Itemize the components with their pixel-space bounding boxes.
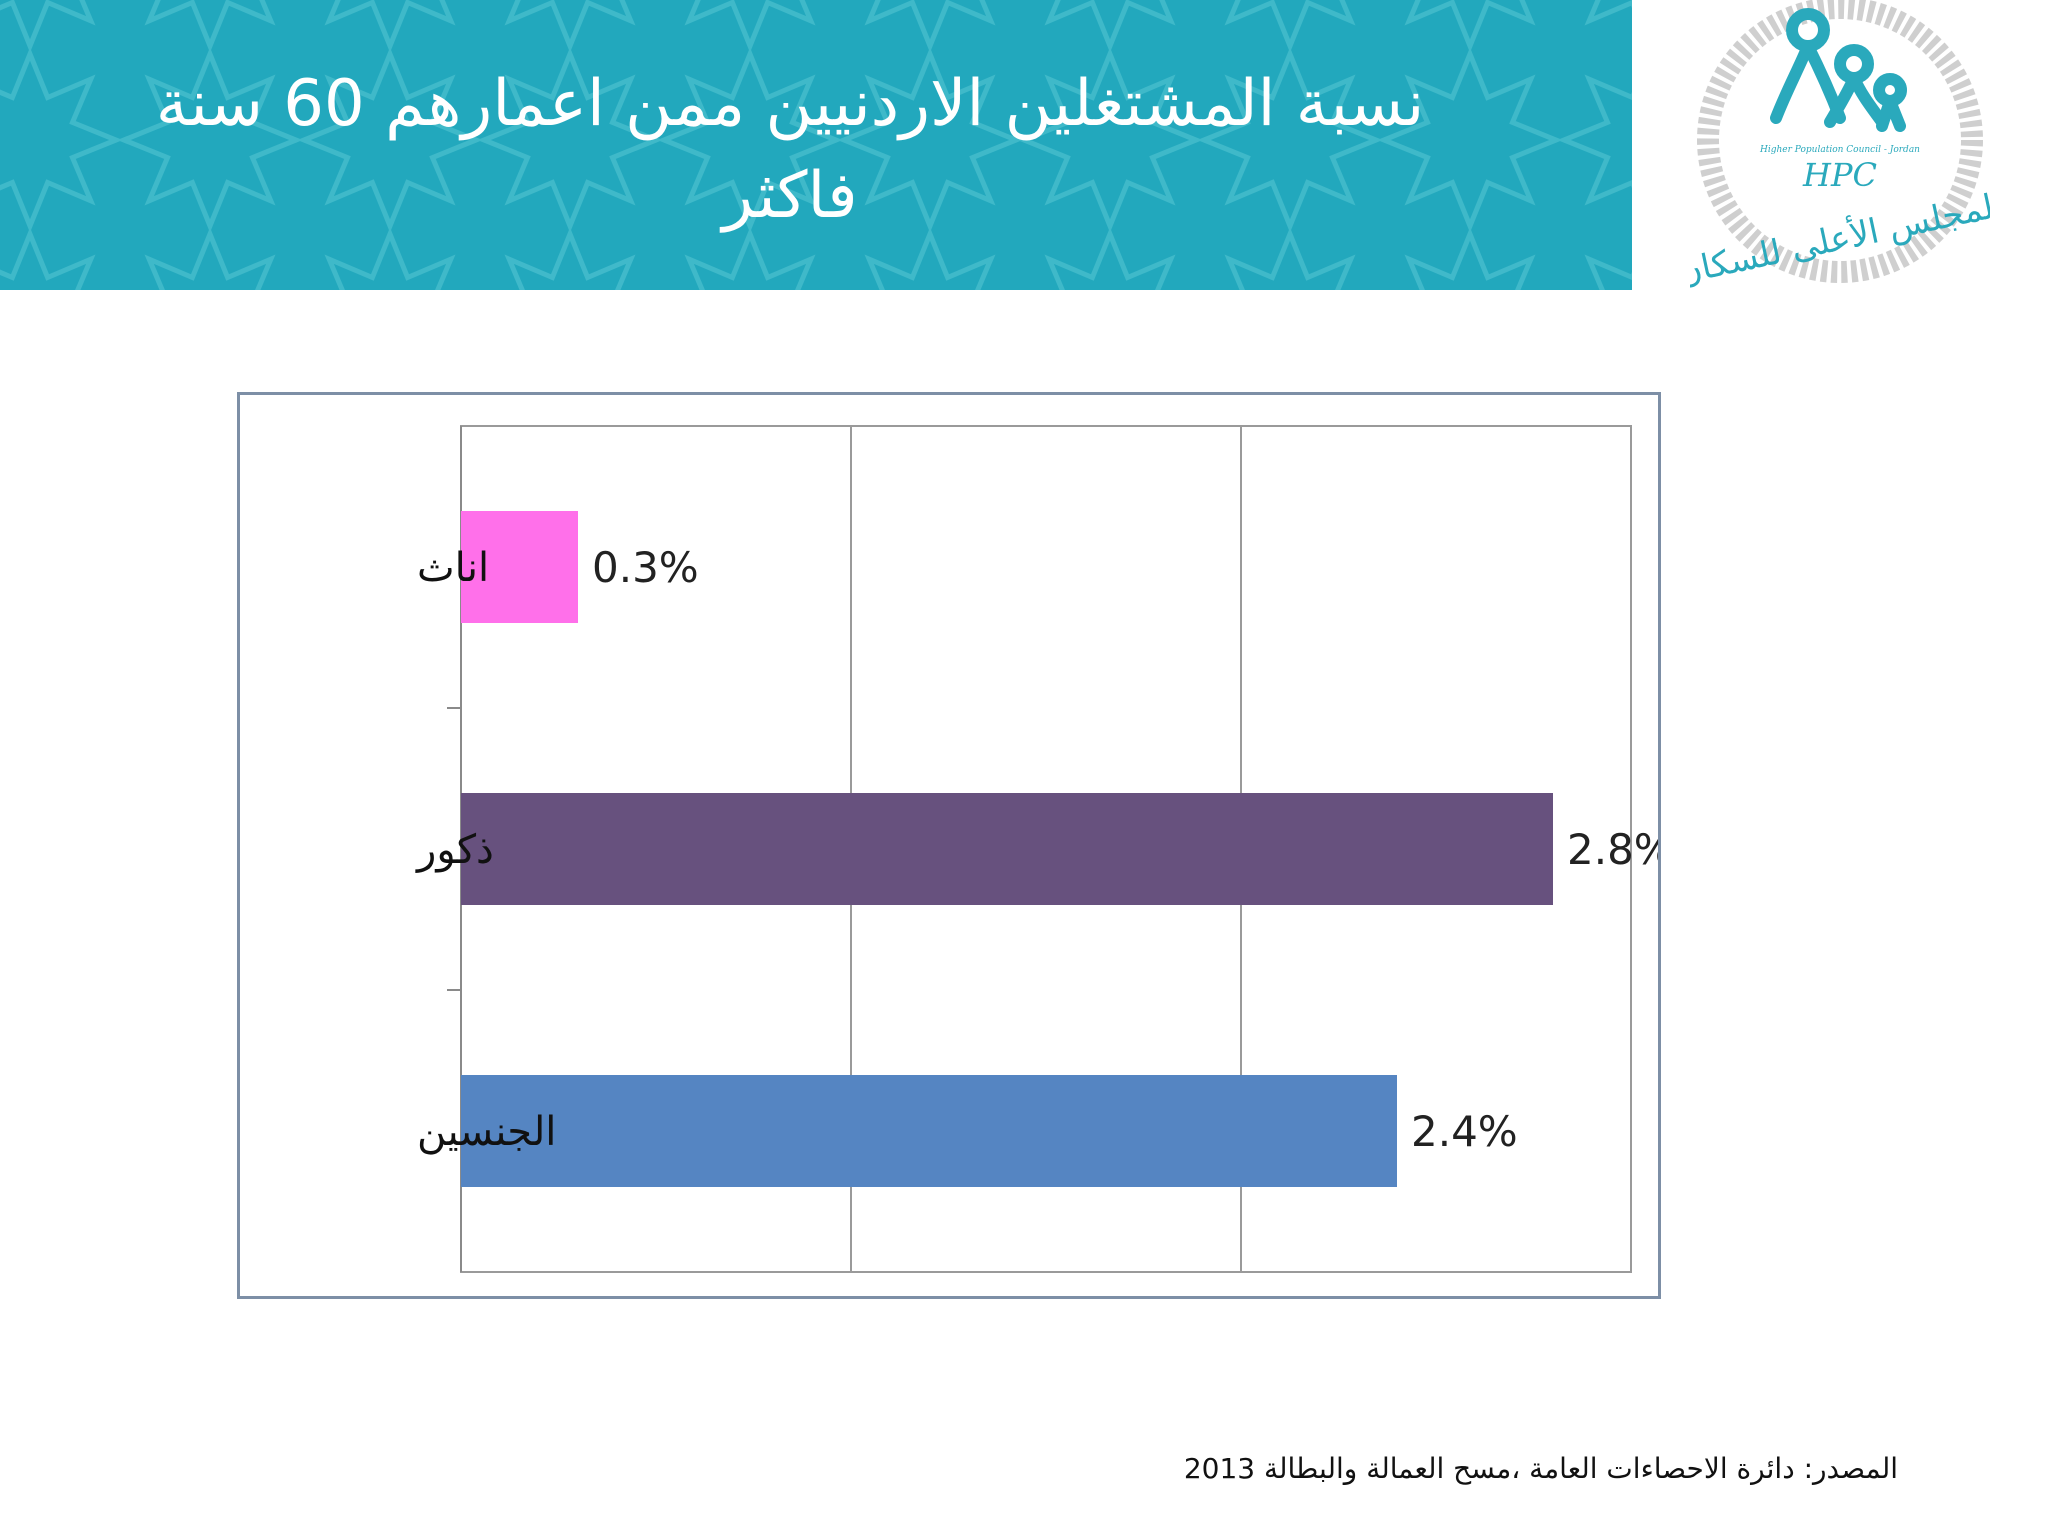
logo-initials: HPC — [1802, 156, 1877, 194]
geometric-pattern — [0, 0, 1632, 290]
category-label-1: ذكور — [415, 827, 494, 873]
data-label-0: 0.3% — [592, 543, 699, 592]
bar-chart: 0.3% اناث 2.8% ذكور 2.4% الجنسين — [415, 425, 1658, 1273]
page-title: نسبة المشتغلين الاردنيين ممن اعمارهم 60 … — [155, 67, 1425, 233]
hpc-logo: Higher Population Council - Jordan HPC ا… — [1690, 0, 1990, 293]
category-label-2: الجنسين — [417, 1109, 556, 1155]
chart-area: 0.3% اناث 2.8% ذكور 2.4% الجنسين — [237, 392, 1661, 1299]
logo-english-text: Higher Population Council - Jordan — [1759, 145, 1920, 155]
category-label-0: اناث — [417, 545, 489, 591]
bar-2 — [461, 1075, 1397, 1187]
bar-0 — [461, 511, 578, 623]
header-banner: نسبة المشتغلين الاردنيين ممن اعمارهم 60 … — [0, 0, 1632, 290]
data-label-2: 2.4% — [1411, 1107, 1518, 1156]
bar-1 — [461, 793, 1553, 905]
data-label-1: 2.8% — [1567, 825, 1658, 874]
source-note: المصدر: دائرة الاحصاءات العامة ،مسح العم… — [1183, 1452, 1898, 1485]
